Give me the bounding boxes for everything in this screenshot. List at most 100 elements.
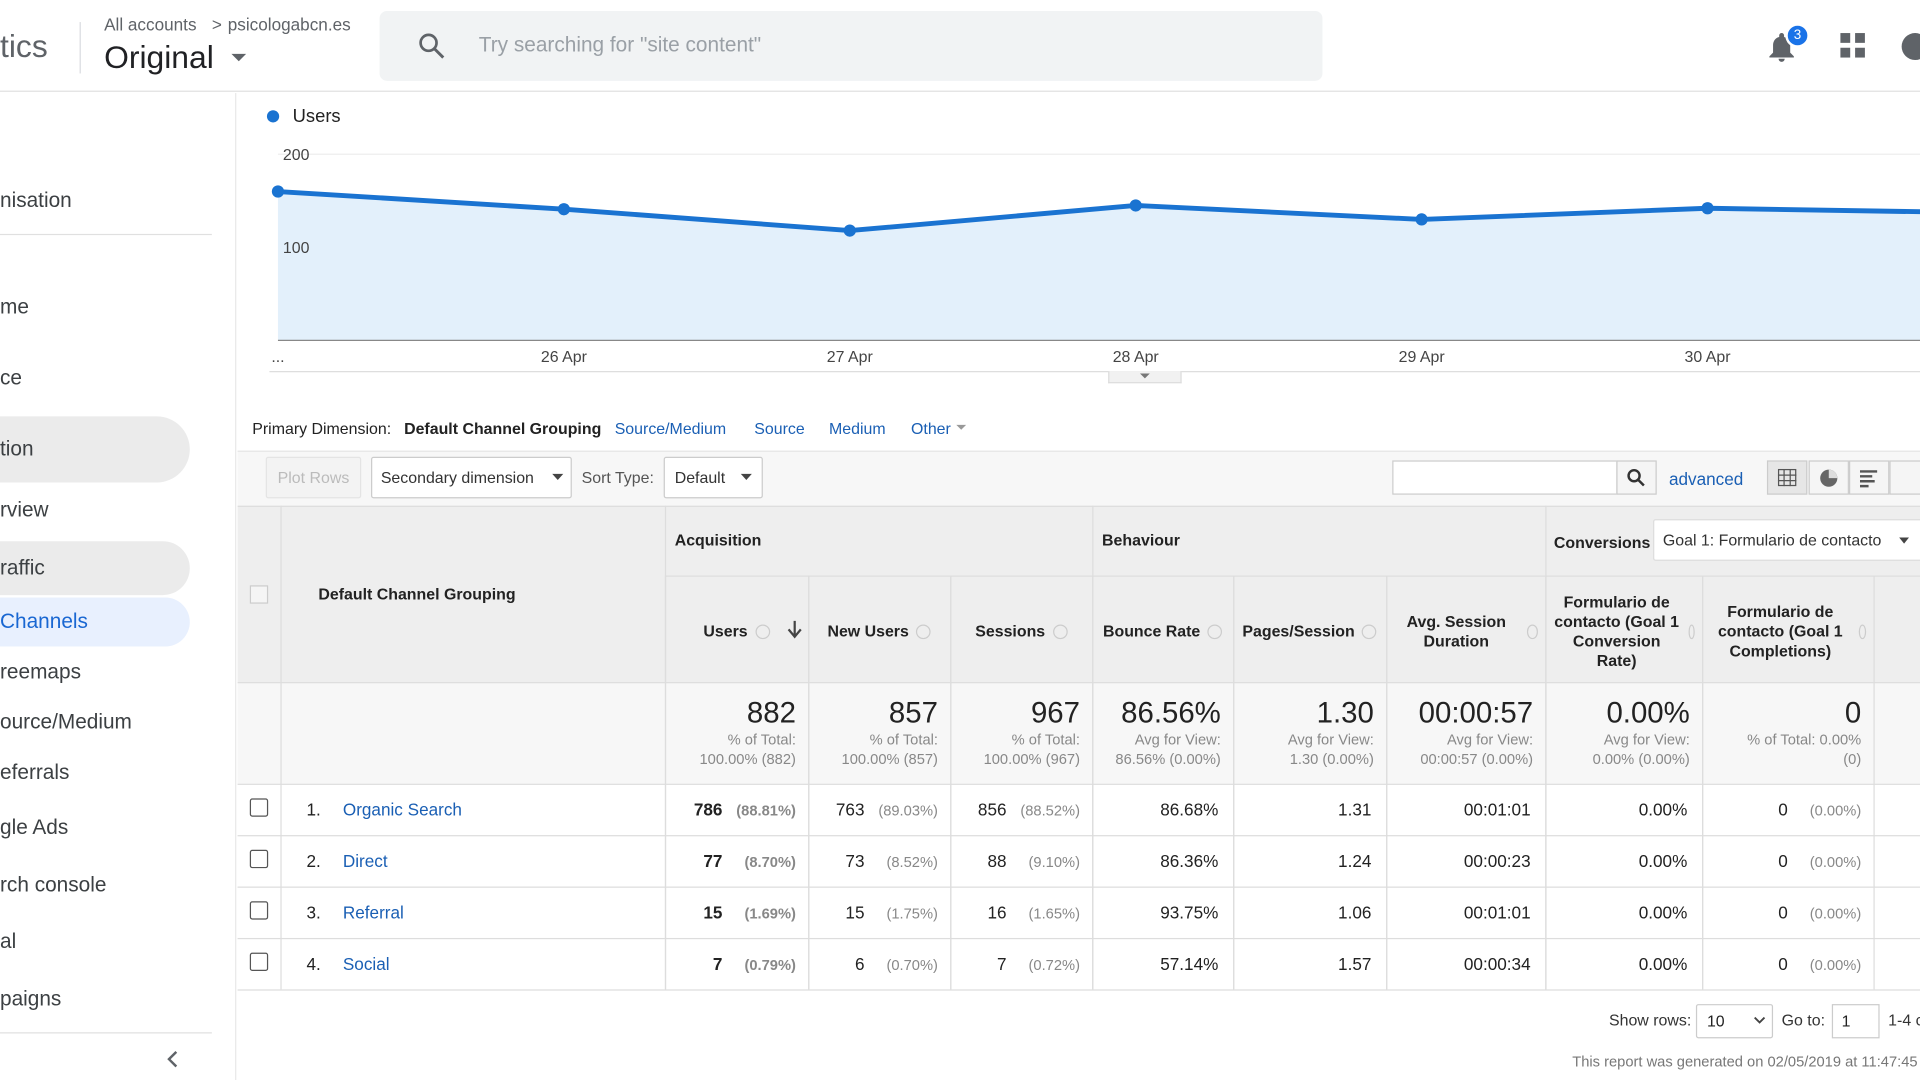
sidebar-item[interactable]: rview: [0, 498, 49, 522]
breadcrumb-property[interactable]: psicologabcn.es: [227, 14, 351, 35]
row-link[interactable]: Social: [342, 953, 390, 974]
cell-value: 1.06: [1338, 902, 1372, 923]
total-note: Avg for View:: [1447, 731, 1534, 749]
search-placeholder: Try searching for "site content": [478, 33, 762, 57]
table-rule: [237, 783, 1920, 785]
cell-value: 77: [703, 851, 723, 871]
dropdown-label: Default: [674, 468, 726, 487]
report-note: This report was generated on 02/05/2019 …: [1572, 1053, 1918, 1071]
total-note: 100.00% (882): [699, 750, 796, 768]
dimension-option[interactable]: Medium: [828, 419, 886, 438]
dimension-option[interactable]: Source: [754, 419, 805, 438]
dimension-label: Primary Dimension:: [252, 419, 392, 438]
dimension-option[interactable]: Other: [911, 419, 951, 438]
cell-value: 1.24: [1338, 851, 1372, 871]
total-value: 0.00%: [1606, 696, 1690, 730]
row-number: 3.: [306, 902, 321, 923]
sidebar-highlight: [0, 416, 190, 483]
column-label: New Users: [827, 621, 909, 640]
data-point: [557, 203, 570, 216]
goto-input[interactable]: [1831, 1004, 1880, 1039]
total-note: 00:00:57 (0.00%): [1420, 750, 1534, 768]
checkbox-all[interactable]: [249, 585, 269, 604]
sidebar-item[interactable]: raffic: [0, 555, 45, 580]
total-value: 86.56%: [1121, 696, 1221, 730]
view-selector[interactable]: Original: [104, 38, 214, 76]
total-value: 0: [1844, 696, 1862, 730]
row-number: 2.: [306, 851, 321, 871]
sidebar-item[interactable]: paigns: [0, 986, 62, 1011]
pie-view-icon: [1820, 469, 1838, 487]
cell-value: 1.57: [1338, 953, 1372, 974]
column-header[interactable]: Bounce Rate: [1100, 576, 1226, 683]
cell-value: 0.00%: [1638, 799, 1688, 820]
dropdown-caret: [740, 473, 752, 480]
sidebar-item[interactable]: ce: [0, 366, 23, 390]
total-note: Avg for View:: [1134, 731, 1221, 749]
search-box[interactable]: [379, 11, 1323, 81]
column-header[interactable]: New Users: [816, 576, 943, 683]
cell-percent: (0.70%): [886, 956, 938, 974]
table-rule: [1873, 575, 1875, 990]
row-checkbox[interactable]: [249, 798, 269, 817]
sidebar-item[interactable]: rch console: [0, 873, 107, 897]
table-search-input[interactable]: [1392, 460, 1618, 495]
column-header[interactable]: Formulario de contacto (Goal 1 Conversio…: [1553, 576, 1695, 683]
breadcrumb-link[interactable]: All accounts: [104, 14, 197, 35]
cell-value: 786: [693, 799, 723, 820]
view-toggle[interactable]: [1889, 460, 1920, 495]
column-header[interactable]: Avg. Session Duration: [1393, 576, 1538, 683]
view-toggle[interactable]: [1848, 460, 1890, 495]
total-value: 00:00:57: [1418, 696, 1534, 730]
select-value: 10: [1706, 1012, 1725, 1031]
legend-marker: [266, 110, 280, 123]
row-link[interactable]: Referral: [342, 902, 404, 923]
sidebar-item[interactable]: Channels: [0, 609, 88, 634]
sidebar-item[interactable]: al: [0, 929, 17, 953]
dropdown-label: Secondary dimension: [380, 468, 534, 487]
collapse-chevron[interactable]: [167, 1050, 179, 1068]
cell-value: 57.14%: [1160, 953, 1219, 974]
column-header[interactable]: Users: [672, 576, 801, 683]
column-header[interactable]: Formulario de contacto (Goal 1 Completio…: [1709, 576, 1867, 683]
row-link[interactable]: Organic Search: [342, 799, 462, 820]
goal-dropdown[interactable]: [1653, 519, 1920, 561]
view-toggle[interactable]: [1766, 460, 1808, 495]
cell-percent: (88.52%): [1020, 802, 1080, 820]
data-point: [1129, 199, 1142, 212]
sidebar-item[interactable]: eferrals: [0, 760, 70, 784]
cell-value: 0: [1778, 953, 1788, 974]
table-search-button[interactable]: [1616, 460, 1657, 495]
sidebar-item[interactable]: reemaps: [0, 660, 81, 684]
column-header[interactable]: Sessions: [958, 576, 1085, 683]
total-note: % of Total:: [727, 731, 796, 749]
plot-rows-button[interactable]: [265, 456, 362, 499]
row-checkbox[interactable]: [249, 952, 269, 972]
cell-value: 0: [1778, 902, 1788, 923]
group-header: Acquisition: [674, 530, 762, 550]
sidebar-item[interactable]: ource/Medium: [0, 710, 132, 734]
row-checkbox[interactable]: [249, 901, 269, 920]
cell-percent: (8.52%): [886, 853, 938, 871]
sidebar-item[interactable]: gle Ads: [0, 815, 69, 839]
bar-view-icon: [1860, 470, 1878, 488]
sidebar-item[interactable]: tion: [0, 437, 34, 461]
dimension-option[interactable]: Source/Medium: [614, 419, 727, 438]
dropdown-label: Goal 1: Formulario de contacto: [1662, 530, 1882, 550]
table-rule: [237, 937, 1920, 940]
help-icon: [1052, 623, 1068, 639]
sidebar-item[interactable]: me: [0, 295, 29, 319]
column-header[interactable]: Pages/Session: [1240, 576, 1378, 683]
help-icon: [1526, 623, 1538, 639]
secondary-dropdown[interactable]: [371, 456, 572, 499]
row-checkbox[interactable]: [249, 849, 269, 869]
advanced-link[interactable]: advanced: [1668, 468, 1744, 489]
apps-icon[interactable]: [1840, 33, 1865, 58]
row-link[interactable]: Direct: [342, 851, 388, 871]
cell-percent: (0.00%): [1809, 802, 1862, 820]
sidebar-highlight: [0, 541, 190, 596]
help-icon[interactable]: [1900, 32, 1920, 61]
view-toggle[interactable]: [1808, 460, 1849, 495]
sidebar-item[interactable]: nisation: [0, 188, 72, 212]
cell-value: 15: [703, 902, 723, 923]
